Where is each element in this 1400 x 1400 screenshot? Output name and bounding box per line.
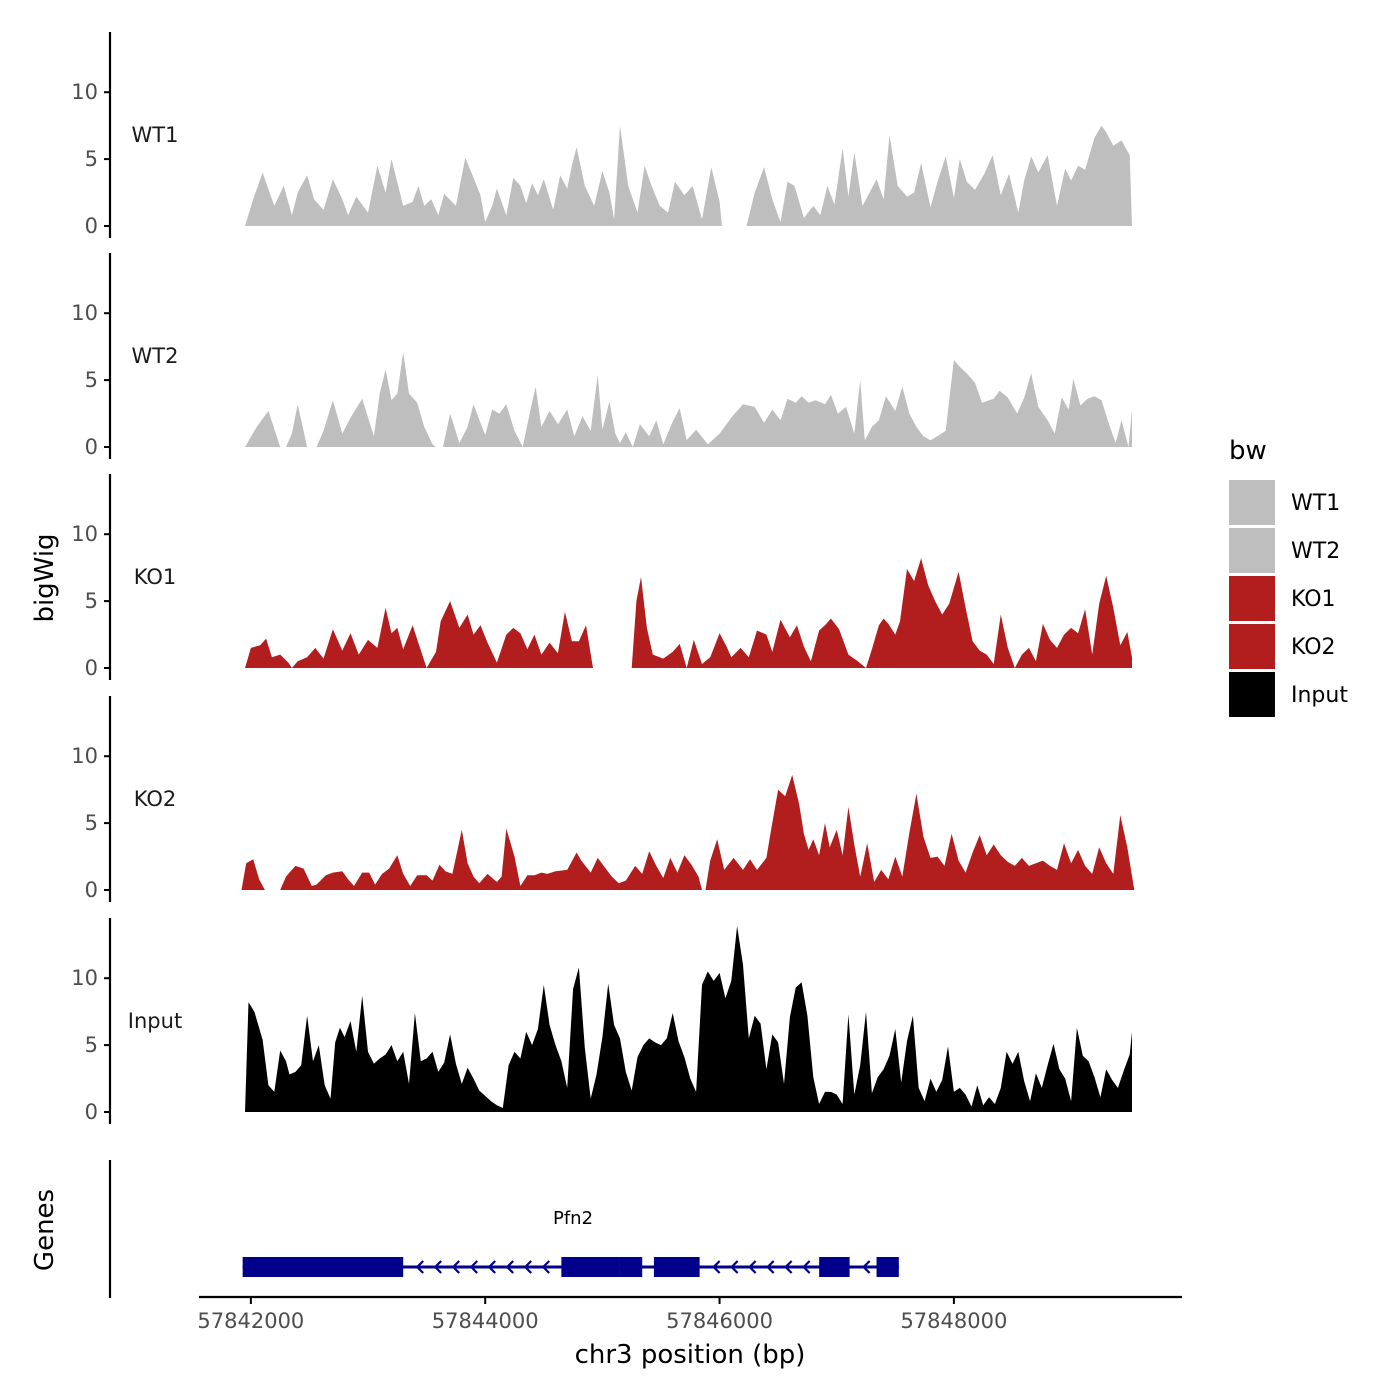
area-wt1-segment-2 xyxy=(746,125,1132,226)
legend-label-input: Input xyxy=(1291,683,1348,708)
legend-label-ko1: KO1 xyxy=(1291,587,1336,612)
track-panels: 0 5 10 WT1 0 5 10 WT2 0 5 10 KO1 0 5 10 KO2 0 5 10 Input xyxy=(71,32,1135,1124)
y-tick-label: 5 xyxy=(85,147,98,171)
strand-arrow xyxy=(415,1260,424,1274)
area-ko2-segment-3 xyxy=(705,774,1135,890)
track-panel-input: 0 5 10 Input xyxy=(71,918,1132,1124)
y-tick-label: 10 xyxy=(71,744,98,768)
strand-arrow xyxy=(802,1260,811,1274)
y-tick-label: 10 xyxy=(71,966,98,990)
strand-arrow xyxy=(469,1260,478,1274)
strand-arrow xyxy=(784,1260,793,1274)
area-input-segment-1 xyxy=(245,926,1132,1112)
gene-pfn2: Pfn2 xyxy=(242,1208,899,1277)
x-tick-label: 57848000 xyxy=(900,1309,1007,1333)
legend-title: bw xyxy=(1229,436,1267,466)
track-panel-ko1: 0 5 10 KO1 xyxy=(71,474,1132,680)
y-tick-label: 0 xyxy=(85,435,98,459)
genes-axis-title: Genes xyxy=(30,1189,60,1271)
y-tick-label: 5 xyxy=(85,589,98,613)
strand-arrow xyxy=(766,1260,775,1274)
legend: bw WT1 WT2 KO1 KO2 Input xyxy=(1229,436,1348,717)
legend-label-ko2: KO2 xyxy=(1291,635,1336,660)
track-label: KO1 xyxy=(134,565,177,589)
strand-arrow xyxy=(451,1260,460,1274)
area-ko1-segment-1 xyxy=(245,601,593,668)
gene-exon xyxy=(653,1257,700,1277)
strand-arrow xyxy=(523,1260,532,1274)
strand-arrow xyxy=(712,1260,721,1274)
legend-label-wt2: WT2 xyxy=(1291,539,1340,564)
legend-key-wt2 xyxy=(1229,528,1275,573)
y-tick-label: 0 xyxy=(85,1100,98,1124)
gene-exon xyxy=(876,1257,899,1277)
strand-arrow xyxy=(487,1260,496,1274)
x-tick-label: 57842000 xyxy=(197,1309,304,1333)
y-tick-label: 0 xyxy=(85,214,98,238)
x-tick-label: 57844000 xyxy=(432,1309,539,1333)
y-tick-label: 10 xyxy=(71,301,98,325)
y-tick-label: 0 xyxy=(85,656,98,680)
legend-key-ko2 xyxy=(1229,624,1275,669)
legend-key-wt1 xyxy=(1229,480,1275,525)
track-label: WT2 xyxy=(132,344,179,368)
area-ko2-segment-1 xyxy=(241,859,265,890)
area-wt1-segment-1 xyxy=(245,125,722,226)
legend-label-wt1: WT1 xyxy=(1291,491,1340,516)
genes-panel: Pfn2 xyxy=(108,1160,899,1298)
strand-arrow xyxy=(433,1260,442,1274)
x-axis: 57842000 57844000 57846000 57848000 xyxy=(197,1295,1182,1333)
track-panel-ko2: 0 5 10 KO2 xyxy=(71,696,1135,902)
y-tick-label: 5 xyxy=(85,811,98,835)
strand-arrow xyxy=(862,1260,871,1274)
strand-arrow xyxy=(748,1260,757,1274)
y-tick-label: 10 xyxy=(71,522,98,546)
area-wt2-segment-1 xyxy=(245,352,436,447)
x-axis-title: chr3 position (bp) xyxy=(575,1340,806,1370)
track-label: Input xyxy=(128,1009,182,1033)
strand-arrow xyxy=(541,1260,550,1274)
area-ko1-segment-2 xyxy=(631,558,1132,668)
track-panel-wt2: 0 5 10 WT2 xyxy=(71,253,1132,459)
y-tick-label: 10 xyxy=(71,80,98,104)
strand-arrow xyxy=(505,1260,514,1274)
legend-key-input xyxy=(1229,672,1275,717)
y-tick-label: 5 xyxy=(85,368,98,392)
y-tick-label: 0 xyxy=(85,878,98,902)
x-tick-label: 57846000 xyxy=(666,1309,773,1333)
track-label: WT1 xyxy=(132,123,179,147)
track-panel-wt1: 0 5 10 WT1 xyxy=(71,32,1132,238)
area-ko2-segment-2 xyxy=(280,828,702,890)
track-label: KO2 xyxy=(134,787,177,811)
y-axis-title: bigWig xyxy=(30,533,60,622)
legend-key-ko1 xyxy=(1229,576,1275,621)
strand-arrow xyxy=(730,1260,739,1274)
gene-exon xyxy=(619,1257,643,1277)
gene-exon xyxy=(819,1257,850,1277)
area-wt2-segment-2 xyxy=(443,360,1132,447)
y-tick-label: 5 xyxy=(85,1033,98,1057)
gene-label: Pfn2 xyxy=(553,1208,593,1229)
gene-exon xyxy=(561,1257,620,1277)
gene-exon xyxy=(242,1257,404,1277)
